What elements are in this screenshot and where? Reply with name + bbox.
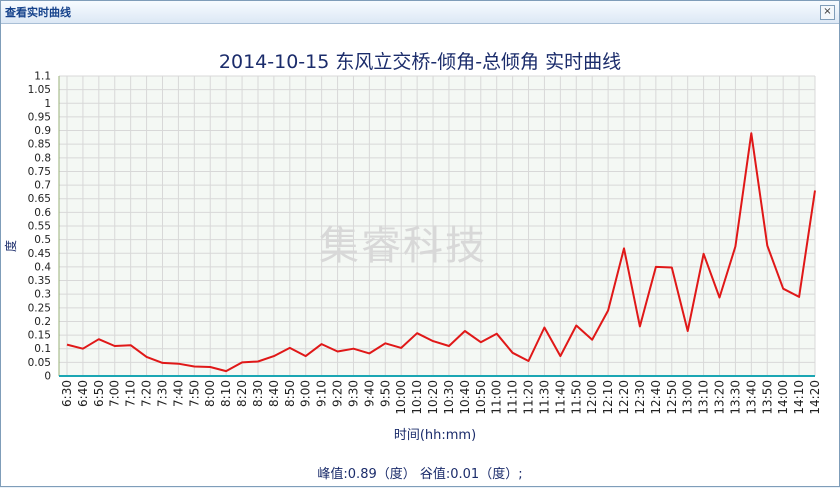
x-tick-label: 7:50	[187, 380, 201, 407]
chart-title: 2014-10-15 东风立交桥-倾角-总倾角 实时曲线	[218, 51, 622, 73]
y-tick-label: 0.4	[34, 261, 51, 273]
x-tick-label: 13:20	[713, 380, 727, 415]
y-tick-label: 0.75	[28, 166, 51, 178]
x-tick-label: 10:20	[426, 380, 440, 415]
series-line	[66, 132, 816, 373]
y-tick-label: 0.05	[28, 357, 51, 369]
x-tick-label: 11:10	[506, 380, 520, 415]
y-tick-label: 0.6	[34, 207, 51, 219]
y-tick-label: 0.1	[34, 343, 51, 355]
x-axis-label: 时间(hh:mm)	[394, 428, 476, 443]
peak-valley-summary: 峰值:0.89（度） 谷值:0.01（度）;	[317, 467, 523, 482]
watermark: 集睿科技	[319, 223, 487, 269]
close-icon[interactable]: ×	[820, 5, 835, 20]
x-tick-label: 9:20	[331, 380, 345, 407]
x-tick-label: 8:50	[283, 380, 297, 407]
x-tick-label: 10:10	[410, 380, 424, 415]
x-tick-label: 11:30	[537, 380, 551, 415]
x-tick-label: 11:40	[553, 380, 567, 415]
x-tick-label: 7:00	[108, 380, 122, 407]
window-title: 查看实时曲线	[5, 6, 71, 19]
x-tick-label: 9:00	[299, 380, 313, 407]
x-tick-label: 6:40	[76, 380, 90, 407]
x-tick-label: 8:30	[251, 380, 265, 407]
x-tick-label: 11:50	[569, 380, 583, 415]
x-tick-label: 13:00	[681, 380, 695, 415]
x-tick-label: 7:40	[171, 380, 185, 407]
y-tick-label: 0.55	[28, 221, 51, 233]
x-tick-label: 10:30	[442, 380, 456, 415]
x-tick-label: 13:50	[760, 380, 774, 415]
x-tick-label: 9:30	[346, 380, 360, 407]
y-tick-label: 0.7	[34, 180, 51, 192]
x-tick-label: 8:10	[219, 380, 233, 407]
x-tick-label: 8:00	[203, 380, 217, 407]
x-tick-label: 8:20	[235, 380, 249, 407]
x-tick-label: 13:40	[744, 380, 758, 415]
x-tick-label: 8:40	[267, 380, 281, 407]
x-tick-label: 7:10	[124, 380, 138, 407]
y-tick-label: 0.5	[34, 234, 51, 246]
x-tick-label: 9:10	[315, 380, 329, 407]
y-tick-label: 0.15	[28, 330, 51, 342]
y-tick-label: 1.1	[34, 71, 51, 83]
y-tick-label: 0.95	[28, 111, 51, 123]
x-tick-label: 13:30	[728, 380, 742, 415]
x-tick-label: 9:50	[378, 380, 392, 407]
x-tick-label: 12:40	[649, 380, 663, 415]
y-tick-label: 0.9	[34, 125, 51, 137]
x-tick-label: 12:30	[633, 380, 647, 415]
y-tick-label: 0.25	[28, 302, 51, 314]
x-tick-label: 9:40	[362, 380, 376, 407]
x-tick-label: 10:00	[394, 380, 408, 415]
x-tick-label: 11:20	[522, 380, 536, 415]
x-tick-label: 6:30	[60, 380, 74, 407]
x-tick-label: 7:20	[140, 380, 154, 407]
y-tick-label: 0.35	[28, 275, 51, 287]
x-tick-label: 14:10	[792, 380, 806, 415]
y-tick-label: 0.85	[28, 139, 51, 151]
x-tick-label: 12:50	[665, 380, 679, 415]
y-tick-label: 0.3	[34, 289, 51, 301]
x-tick-label: 6:50	[92, 380, 106, 407]
x-tick-label: 10:40	[458, 380, 472, 415]
x-tick-label: 14:20	[808, 380, 822, 415]
x-tick-label: 10:50	[474, 380, 488, 415]
y-tick-label: 1.05	[28, 84, 51, 96]
y-tick-label: 1	[44, 98, 51, 110]
y-axis-label: 度	[3, 240, 18, 252]
y-tick-label: 0	[44, 371, 51, 383]
x-tick-label: 12:20	[617, 380, 631, 415]
x-tick-label: 12:00	[585, 380, 599, 415]
y-tick-label: 0.2	[34, 316, 51, 328]
y-tick-label: 0.45	[28, 248, 51, 260]
x-tick-label: 13:10	[697, 380, 711, 415]
title-bar: 查看实时曲线 ×	[1, 1, 839, 24]
y-tick-label: 0.8	[34, 152, 51, 164]
x-tick-label: 7:30	[155, 380, 169, 407]
y-tick-label: 0.65	[28, 193, 51, 205]
x-tick-label: 11:00	[490, 380, 504, 415]
x-tick-label: 12:10	[601, 380, 615, 415]
x-tick-label: 14:00	[776, 380, 790, 415]
